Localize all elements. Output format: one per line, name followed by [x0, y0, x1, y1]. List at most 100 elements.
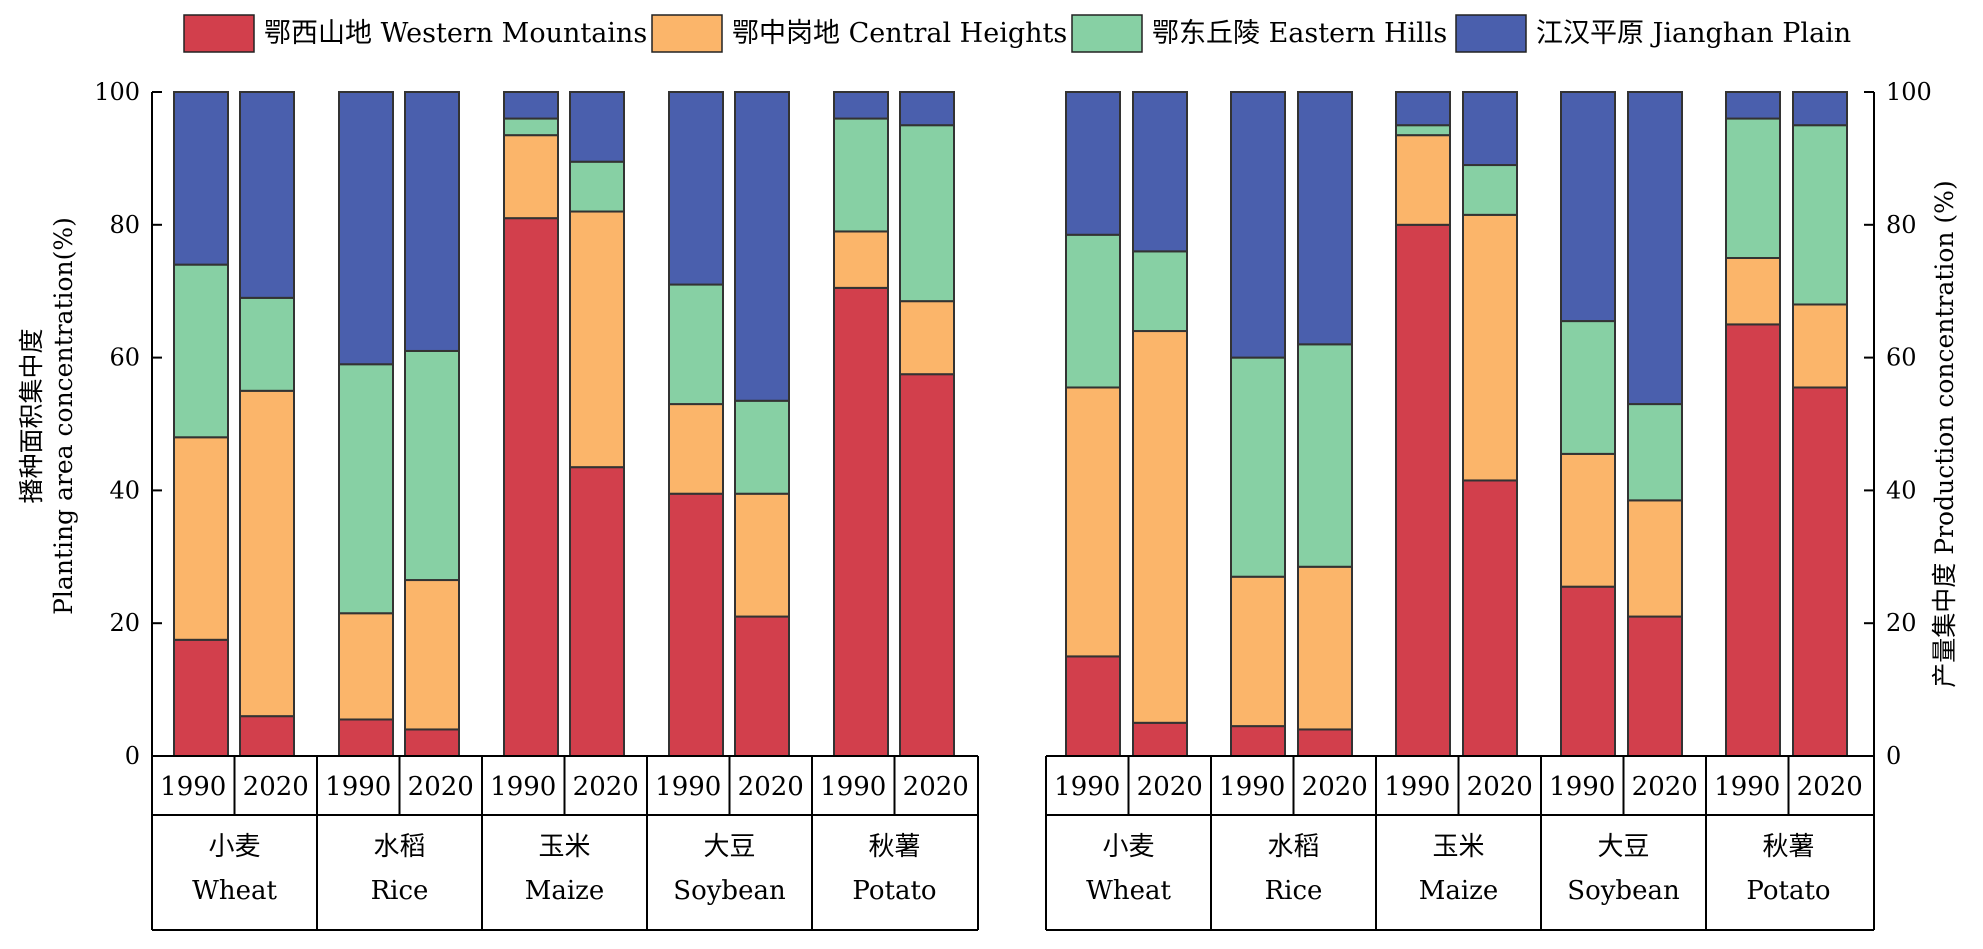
- year-label-2020: 2020: [243, 772, 309, 802]
- bar-segment-central: [833, 230, 889, 289]
- y-tick-label: 100: [1886, 78, 1932, 106]
- y-tick-label: 0: [1886, 742, 1901, 770]
- year-label-2020: 2020: [1467, 772, 1533, 802]
- bar-wheat-2020: [239, 91, 295, 757]
- y-axis-title-cn: 播种面积集中度: [17, 328, 46, 503]
- bar-segment-east: [899, 124, 955, 303]
- bar-segment-west: [1230, 725, 1286, 757]
- bar-segment-east: [1395, 124, 1451, 137]
- crop-label-en: Potato: [852, 876, 936, 906]
- bar-segment-west: [833, 286, 889, 757]
- bar-segment-east: [1065, 233, 1121, 389]
- bar-segment-west: [1065, 655, 1121, 758]
- y-tick-label: 60: [109, 344, 140, 372]
- planting-area-panel: 0 20 40 60 80 100 播种面积集中度 Planting area concent…: [17, 78, 979, 931]
- y-tick-label: 80: [1886, 211, 1917, 239]
- bar-segment-central: [239, 389, 295, 718]
- y-axis-title-space: [1930, 555, 1959, 563]
- bar-soybean-1990: [668, 91, 724, 757]
- legend: 鄂西山地 Western Mountains 鄂中岗地 Central Heigh…: [183, 14, 1851, 53]
- category-table: 1990 2020 小麦 Wheat 1990 2020 水稻 Rice 1990 2020 玉米 M…: [1045, 755, 1875, 931]
- bar-segment-west: [899, 373, 955, 757]
- crop-label-en: Maize: [1419, 876, 1499, 906]
- crop-label-en: Wheat: [1086, 876, 1171, 906]
- y-axis-ticks: 0 20 40 60 80 100: [94, 78, 162, 770]
- bar-segment-jianghan: [239, 91, 295, 299]
- year-label-2020: 2020: [903, 772, 969, 802]
- bar-segment-central: [1132, 330, 1188, 724]
- legend-label-central: 鄂中岗地 Central Heights: [732, 18, 1067, 49]
- legend-swatch-east: [1071, 14, 1143, 53]
- y-axis-title-en: Production concentration (%): [1930, 180, 1959, 554]
- bar-soybean-2020: [734, 91, 790, 757]
- bar-segment-central: [1725, 257, 1781, 326]
- bar-segment-west: [239, 715, 295, 757]
- bar-segment-west: [338, 718, 394, 757]
- bar-segment-west: [1725, 323, 1781, 757]
- bar-segment-central: [899, 300, 955, 376]
- year-label-2020: 2020: [1797, 772, 1863, 802]
- bar-rice-2020: [404, 91, 460, 758]
- bar-maize-1990: [503, 91, 559, 758]
- legend-label-jianghan: 江汉平原 Jianghan Plain: [1536, 18, 1851, 49]
- y-tick-label: 0: [125, 742, 140, 770]
- bar-segment-east: [239, 296, 295, 392]
- y-tick-label: 40: [109, 476, 140, 504]
- year-label-1990: 1990: [160, 772, 226, 802]
- crop-label-cn: 秋薯: [868, 832, 920, 862]
- bar-segment-west: [173, 638, 229, 757]
- bar-segment-east: [1560, 320, 1616, 455]
- bar-segment-west: [1560, 585, 1616, 757]
- crop-label-en: Rice: [1265, 876, 1323, 906]
- bar-segment-central: [734, 492, 790, 618]
- bar-segment-central: [1230, 575, 1286, 728]
- bar-segment-east: [833, 117, 889, 233]
- bar-segment-central: [404, 579, 460, 731]
- crop-label-en: Soybean: [673, 876, 786, 906]
- bar-segment-east: [1132, 250, 1188, 333]
- year-label-2020: 2020: [738, 772, 804, 802]
- year-label-1990: 1990: [1219, 772, 1285, 802]
- bar-maize-2020: [1462, 91, 1518, 757]
- legend-swatch-west: [183, 14, 255, 53]
- legend-item-central: 鄂中岗地 Central Heights: [651, 14, 1067, 53]
- production-panel: 0 20 40 60 80 100 产量集中度 Production concentrati…: [1045, 78, 1959, 931]
- legend-item-east: 鄂东丘陵 Eastern Hills: [1071, 14, 1447, 53]
- year-label-1990: 1990: [820, 772, 886, 802]
- bar-segment-jianghan: [404, 91, 460, 352]
- bar-segment-jianghan: [668, 91, 724, 286]
- bar-potato-1990: [833, 91, 889, 757]
- bar-segment-east: [173, 263, 229, 439]
- bar-segment-east: [1627, 403, 1683, 502]
- year-label-1990: 1990: [325, 772, 391, 802]
- year-label-2020: 2020: [1137, 772, 1203, 802]
- crop-label-cn: 水稻: [1267, 832, 1319, 862]
- bar-rice-2020: [1297, 91, 1353, 758]
- bar-potato-1990: [1725, 91, 1781, 757]
- bar-segment-jianghan: [1132, 91, 1188, 253]
- year-label-1990: 1990: [1714, 772, 1780, 802]
- y-axis-title-cn: 产量集中度: [1930, 563, 1959, 688]
- crop-label-cn: 玉米: [1432, 832, 1484, 862]
- bar-segment-west: [404, 728, 460, 758]
- bar-segment-west: [1627, 615, 1683, 757]
- bar-segment-east: [569, 160, 625, 213]
- bar-segment-jianghan: [1627, 91, 1683, 406]
- bar-segment-central: [1462, 213, 1518, 482]
- bar-segment-west: [1462, 479, 1518, 757]
- bar-wheat-1990: [173, 91, 229, 757]
- bar-segment-east: [1230, 356, 1286, 578]
- bar-segment-jianghan: [569, 91, 625, 163]
- bar-maize-1990: [1395, 91, 1451, 758]
- bar-segment-jianghan: [899, 91, 955, 127]
- bar-segment-west: [569, 466, 625, 757]
- bar-segment-jianghan: [173, 91, 229, 266]
- year-label-1990: 1990: [1384, 772, 1450, 802]
- bar-segment-jianghan: [1230, 91, 1286, 359]
- bar-maize-2020: [569, 91, 625, 757]
- year-label-1990: 1990: [655, 772, 721, 802]
- crop-label-en: Potato: [1746, 876, 1830, 906]
- bar-segment-west: [734, 615, 790, 757]
